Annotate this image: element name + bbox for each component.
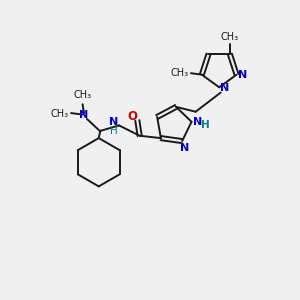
Text: N: N — [220, 83, 230, 93]
Text: N: N — [180, 142, 190, 153]
Text: H: H — [201, 120, 210, 130]
Text: N: N — [238, 70, 248, 80]
Text: CH₃: CH₃ — [74, 90, 92, 100]
Text: N: N — [80, 110, 88, 119]
Text: CH₃: CH₃ — [50, 109, 68, 119]
Text: N: N — [194, 117, 202, 127]
Text: CH₃: CH₃ — [221, 32, 239, 42]
Text: H: H — [110, 126, 118, 136]
Text: CH₃: CH₃ — [171, 68, 189, 78]
Text: N: N — [109, 117, 119, 127]
Text: O: O — [127, 110, 137, 123]
